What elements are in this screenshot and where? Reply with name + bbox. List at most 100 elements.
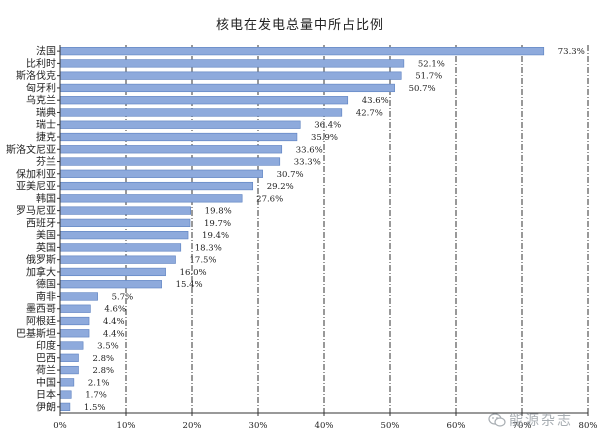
category-label: 中国 (36, 376, 56, 389)
x-tick-labels: 0% 10% 20% 30% 40% 50% 60% 70% 80% (53, 421, 597, 431)
bar (59, 255, 176, 264)
category-label: 比利时 (26, 58, 56, 70)
bar (59, 218, 191, 227)
grid-lines (125, 45, 589, 413)
bar (59, 316, 90, 326)
value-label: 33.3% (294, 158, 321, 168)
category-label: 斯洛伐克 (16, 69, 56, 82)
value-label: 42.7% (356, 108, 383, 118)
x-tick-label: 80% (579, 421, 598, 431)
value-label: 30.7% (277, 170, 304, 180)
category-label: 乌克兰 (26, 94, 56, 107)
category-label: 荷兰 (36, 364, 56, 377)
bar (59, 243, 182, 252)
category-label: 亚美尼亚 (16, 180, 56, 193)
category-labels: 法国比利时斯洛伐克匈牙利乌克兰瑞典瑞士捷克斯洛文尼亚芬兰保加利亚亚美尼亚韩国罗马… (6, 45, 56, 414)
value-label: 1.7% (85, 391, 107, 401)
value-label: 15.4% (176, 280, 203, 290)
value-label: 1.5% (84, 403, 106, 413)
value-label: 17.5% (190, 256, 217, 266)
watermark-text: 能源杂志 (509, 413, 573, 429)
bar (59, 390, 72, 399)
bar (59, 181, 254, 191)
value-label: 3.5% (97, 342, 119, 352)
value-label: 33.6% (296, 145, 323, 155)
value-label: 73.3% (558, 47, 585, 57)
bar (59, 292, 98, 301)
bar (59, 402, 71, 411)
x-tick-label: 20% (183, 421, 202, 431)
value-label: 4.4% (103, 317, 125, 327)
value-label: 2.8% (92, 366, 114, 376)
value-label: 4.4% (103, 329, 125, 339)
category-label: 芬兰 (36, 155, 56, 168)
bar (59, 353, 79, 362)
bar (59, 280, 162, 289)
x-tick-label: 40% (315, 421, 334, 431)
value-label: 50.7% (409, 84, 436, 94)
bar (59, 108, 343, 117)
category-label: 罗马尼亚 (16, 205, 56, 217)
x-tick-label: 30% (249, 421, 268, 431)
chart-title: 核电在发电总量中所占比例 (215, 18, 384, 33)
category-label: 英国 (36, 241, 56, 254)
category-label: 美国 (36, 229, 56, 242)
x-tick-label: 70% (513, 421, 532, 431)
bar (59, 341, 84, 350)
bar (59, 132, 298, 142)
bar (59, 47, 545, 56)
bar (59, 59, 405, 68)
category-label: 巴基斯坦 (16, 327, 56, 340)
value-label: 52.1% (418, 59, 445, 69)
bar (59, 378, 75, 387)
bar (59, 145, 283, 154)
category-label: 南非 (36, 290, 56, 303)
x-tick-label: 50% (381, 421, 400, 431)
bar (59, 231, 189, 240)
bar (59, 169, 263, 178)
category-label: 斯洛文尼亚 (6, 143, 56, 156)
value-label: 36.4% (314, 121, 341, 131)
bar (59, 96, 349, 105)
category-label: 保加利亚 (16, 167, 56, 180)
category-label: 瑞士 (36, 118, 56, 131)
bar (59, 267, 166, 277)
value-label: 51.7% (415, 72, 442, 82)
category-label: 法国 (36, 45, 56, 58)
category-label: 阿根廷 (26, 315, 56, 328)
value-label: 4.6% (104, 305, 126, 315)
bar (59, 71, 402, 80)
category-label: 墨西哥 (26, 303, 56, 315)
category-label: 巴西 (36, 352, 56, 364)
value-label: 43.6% (362, 96, 389, 106)
value-label: 29.2% (267, 182, 294, 192)
value-labels: 73.3% 52.1% 51.7% 50.7% 43.6% 42.7% 36.4% 35.9%… (84, 47, 585, 413)
axes (57, 45, 589, 416)
wechat-icon (488, 413, 506, 427)
value-label: 18.3% (195, 243, 222, 253)
value-label: 19.7% (204, 219, 231, 229)
category-label: 匈牙利 (26, 81, 56, 94)
category-label: 瑞典 (36, 106, 56, 119)
category-label: 西班牙 (26, 217, 56, 229)
x-tick-label: 10% (117, 421, 136, 431)
value-label: 2.1% (88, 378, 110, 388)
category-label: 捷克 (36, 131, 56, 144)
bar (59, 365, 79, 375)
value-label: 5.7% (112, 292, 134, 302)
value-label: 19.8% (205, 207, 232, 217)
bar (59, 120, 301, 129)
value-label: 27.6% (256, 194, 283, 204)
category-label: 俄罗斯 (26, 253, 56, 266)
bars (59, 47, 545, 411)
watermark: 能源杂志 (488, 410, 573, 430)
bar (59, 329, 90, 338)
bar (59, 206, 191, 215)
bar (59, 194, 243, 203)
category-label: 日本 (36, 388, 56, 401)
category-label: 印度 (36, 339, 56, 352)
bar (59, 83, 395, 93)
category-label: 德国 (36, 278, 56, 291)
category-label: 加拿大 (26, 265, 56, 278)
